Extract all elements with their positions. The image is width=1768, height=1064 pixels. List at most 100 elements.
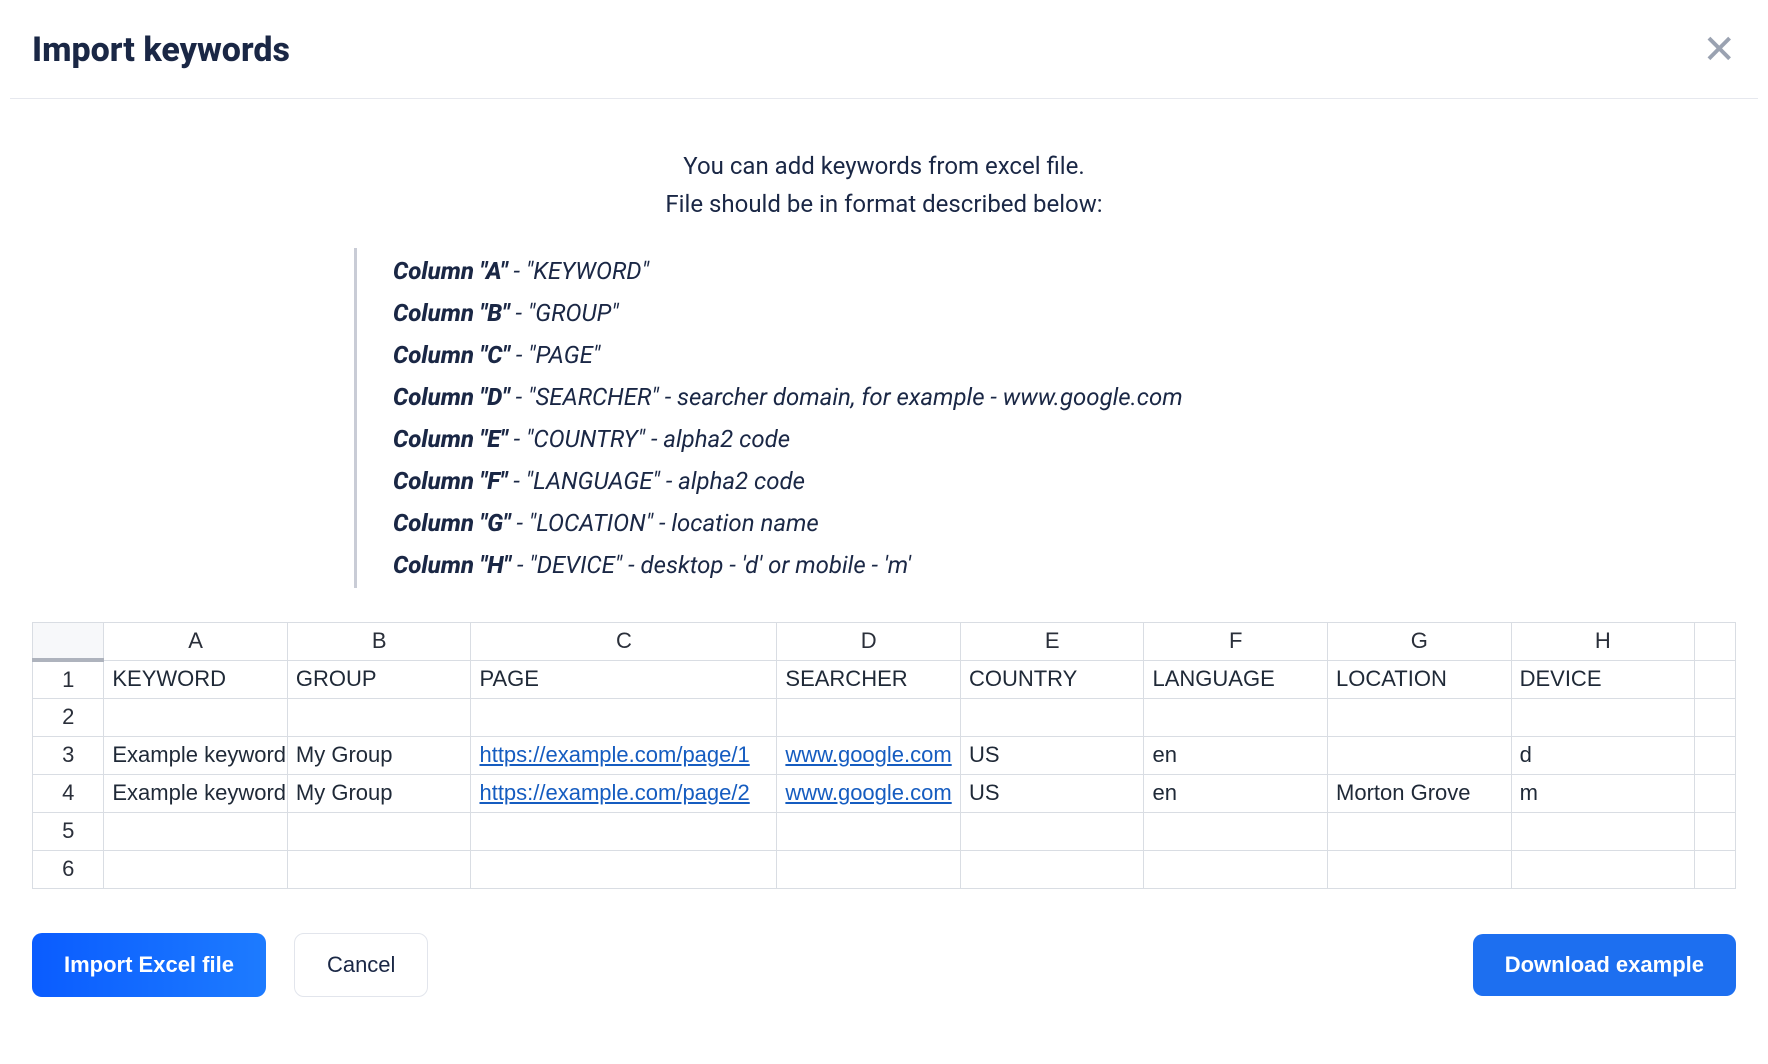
sheet-cell [1695, 698, 1736, 736]
sheet-cell [1511, 850, 1695, 888]
sheet-cell [471, 698, 777, 736]
sheet-cell [1511, 812, 1695, 850]
sheet-cell: en [1144, 736, 1328, 774]
sheet-column-header: C [471, 622, 777, 660]
format-column-desc: - "DEVICE" - desktop - 'd' or mobile - '… [511, 551, 911, 579]
sheet-cell: https://example.com/page/2 [471, 774, 777, 812]
sheet-cell: d [1511, 736, 1695, 774]
format-column-desc: - "GROUP" [510, 299, 619, 327]
format-row: Column "A" - "KEYWORD" [393, 250, 1414, 292]
sheet-cell [1328, 698, 1512, 736]
sheet-row-header: 5 [33, 812, 104, 850]
sheet-cell [1328, 812, 1512, 850]
sheet-cell [1695, 850, 1736, 888]
sheet-cell [777, 812, 961, 850]
sheet-cell [960, 812, 1144, 850]
sheet-column-header: H [1511, 622, 1695, 660]
intro-line-1: You can add keywords from excel file. [10, 147, 1758, 185]
format-row: Column "H" - "DEVICE" - desktop - 'd' or… [393, 544, 1414, 586]
sheet-cell [104, 698, 288, 736]
sheet-cell: US [960, 774, 1144, 812]
sheet-cell [1695, 774, 1736, 812]
format-row: Column "E" - "COUNTRY" - alpha2 code [393, 418, 1414, 460]
sheet-cell: US [960, 736, 1144, 774]
sheet-cell: KEYWORD [104, 660, 288, 698]
sheet-cell-link[interactable]: www.google.com [785, 780, 951, 805]
sheet-cell: www.google.com [777, 774, 961, 812]
format-description: Column "A" - "KEYWORD" Column "B" - "GROU… [354, 248, 1414, 588]
sheet-cell [104, 850, 288, 888]
sheet-column-header: E [960, 622, 1144, 660]
sheet-cell [1695, 736, 1736, 774]
sheet-cell [1144, 850, 1328, 888]
format-column-label: Column "A" [393, 257, 508, 285]
sheet-cell-link[interactable]: https://example.com/page/2 [479, 780, 749, 805]
sheet-cell [471, 850, 777, 888]
sheet-cell: en [1144, 774, 1328, 812]
format-column-desc: - "LOCATION" - location name [511, 509, 819, 537]
spreadsheet-table: ABCDEFGH1KEYWORDGROUPPAGESEARCHERCOUNTRY… [32, 622, 1736, 889]
format-column-label: Column "B" [393, 299, 510, 327]
format-column-desc: - "LANGUAGE" - alpha2 code [507, 467, 805, 495]
format-column-desc: - "COUNTRY" - alpha2 code [508, 425, 790, 453]
sheet-column-header: B [287, 622, 471, 660]
intro-line-2: File should be in format described below… [10, 185, 1758, 223]
format-column-desc: - "PAGE" [510, 341, 600, 369]
sheet-column-header: F [1144, 622, 1328, 660]
import-excel-button[interactable]: Import Excel file [32, 933, 266, 997]
close-icon[interactable]: ✕ [1702, 30, 1736, 70]
dialog-header: Import keywords ✕ [10, 0, 1758, 99]
sheet-cell [960, 850, 1144, 888]
format-row: Column "C" - "PAGE" [393, 334, 1414, 376]
sheet-column-header [1695, 622, 1736, 660]
sheet-cell: https://example.com/page/1 [471, 736, 777, 774]
format-row: Column "F" - "LANGUAGE" - alpha2 code [393, 460, 1414, 502]
sheet-cell [287, 812, 471, 850]
format-row: Column "G" - "LOCATION" - location name [393, 502, 1414, 544]
sheet-corner [33, 622, 104, 660]
sheet-cell: Example keyword [104, 736, 288, 774]
sheet-cell: m [1511, 774, 1695, 812]
dialog-title: Import keywords [32, 30, 290, 70]
sheet-cell [287, 698, 471, 736]
format-column-label: Column "H" [393, 551, 511, 579]
sheet-cell [104, 812, 288, 850]
sheet-cell [1328, 736, 1512, 774]
sheet-cell: SEARCHER [777, 660, 961, 698]
sheet-row-header: 1 [33, 660, 104, 698]
download-example-button[interactable]: Download example [1473, 934, 1736, 996]
format-column-label: Column "D" [393, 383, 510, 411]
sheet-cell [1695, 660, 1736, 698]
sheet-cell [287, 850, 471, 888]
sheet-cell: PAGE [471, 660, 777, 698]
sheet-cell-link[interactable]: www.google.com [785, 742, 951, 767]
cancel-button[interactable]: Cancel [294, 933, 428, 997]
sheet-column-header: D [777, 622, 961, 660]
sheet-cell [1695, 812, 1736, 850]
sheet-cell: My Group [287, 736, 471, 774]
dialog-footer: Import Excel file Cancel Download exampl… [10, 889, 1758, 1027]
spreadsheet-example: ABCDEFGH1KEYWORDGROUPPAGESEARCHERCOUNTRY… [32, 622, 1736, 889]
sheet-cell [777, 698, 961, 736]
sheet-cell [777, 850, 961, 888]
sheet-cell [1144, 698, 1328, 736]
sheet-cell: DEVICE [1511, 660, 1695, 698]
sheet-cell [471, 812, 777, 850]
format-column-label: Column "E" [393, 425, 508, 453]
sheet-cell-link[interactable]: https://example.com/page/1 [479, 742, 749, 767]
format-column-label: Column "G" [393, 509, 511, 537]
sheet-column-header: G [1328, 622, 1512, 660]
sheet-row-header: 3 [33, 736, 104, 774]
sheet-cell: LANGUAGE [1144, 660, 1328, 698]
format-column-label: Column "C" [393, 341, 510, 369]
sheet-cell: Example keyword [104, 774, 288, 812]
sheet-row-header: 6 [33, 850, 104, 888]
format-column-desc: - "KEYWORD" [508, 257, 649, 285]
sheet-cell: www.google.com [777, 736, 961, 774]
sheet-cell: My Group [287, 774, 471, 812]
sheet-row-header: 4 [33, 774, 104, 812]
sheet-cell: COUNTRY [960, 660, 1144, 698]
sheet-row-header: 2 [33, 698, 104, 736]
sheet-cell: GROUP [287, 660, 471, 698]
sheet-cell [1144, 812, 1328, 850]
